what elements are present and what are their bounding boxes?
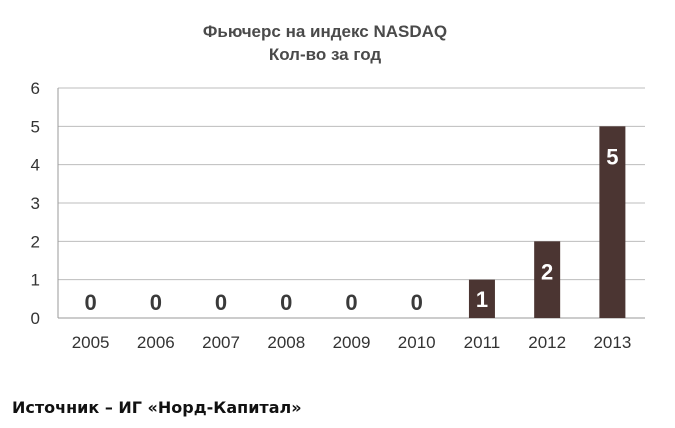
y-tick-label: 3 — [31, 194, 40, 213]
x-tick-label: 2012 — [528, 333, 566, 352]
bar-chart: Фьючерс на индекс NASDAQ Кол-во за год 0… — [31, 22, 645, 352]
bar-value-label: 0 — [215, 290, 227, 315]
x-tick-label: 2005 — [72, 333, 110, 352]
y-tick-label: 6 — [31, 79, 40, 98]
bar-value-label: 5 — [606, 144, 618, 169]
chart-subtitle: Кол-во за год — [269, 45, 382, 64]
x-tick-label: 2007 — [202, 333, 240, 352]
bar — [599, 126, 626, 318]
bar-value-label: 0 — [150, 290, 162, 315]
x-tick-label: 2011 — [464, 333, 501, 352]
y-tick-label: 2 — [31, 232, 40, 251]
y-tick-label: 4 — [31, 156, 40, 175]
x-tick-label: 2010 — [398, 333, 436, 352]
source-note: Источник – ИГ «Норд-Капитал» — [12, 398, 302, 417]
x-tick-label: 2013 — [593, 333, 631, 352]
bar — [534, 241, 561, 318]
x-tick-label: 2008 — [267, 333, 305, 352]
y-tick-label: 1 — [31, 271, 40, 290]
y-tick-label: 0 — [31, 309, 40, 328]
bar-value-label: 2 — [541, 259, 553, 284]
bar-value-label: 0 — [411, 290, 423, 315]
chart-title: Фьючерс на индекс NASDAQ — [203, 22, 447, 41]
bars: 0 0 0 0 0 0 1 2 5 — [84, 126, 626, 318]
x-tick-label: 2006 — [137, 333, 175, 352]
x-tick-label: 2009 — [333, 333, 371, 352]
gridlines — [57, 87, 645, 319]
bar-value-label: 1 — [476, 287, 488, 312]
bar-value-label: 0 — [84, 290, 96, 315]
bar-value-label: 0 — [345, 290, 357, 315]
y-tick-label: 5 — [31, 117, 40, 136]
bar-value-label: 0 — [280, 290, 292, 315]
y-axis-ticks: 0 1 2 3 4 5 6 — [31, 79, 40, 328]
bar — [468, 279, 495, 318]
chart: Фьючерс на индекс NASDAQ Кол-во за год 0… — [31, 22, 645, 352]
x-axis-ticks: 2005 2006 2007 2008 2009 2010 2011 2012 2013 — [72, 333, 632, 352]
